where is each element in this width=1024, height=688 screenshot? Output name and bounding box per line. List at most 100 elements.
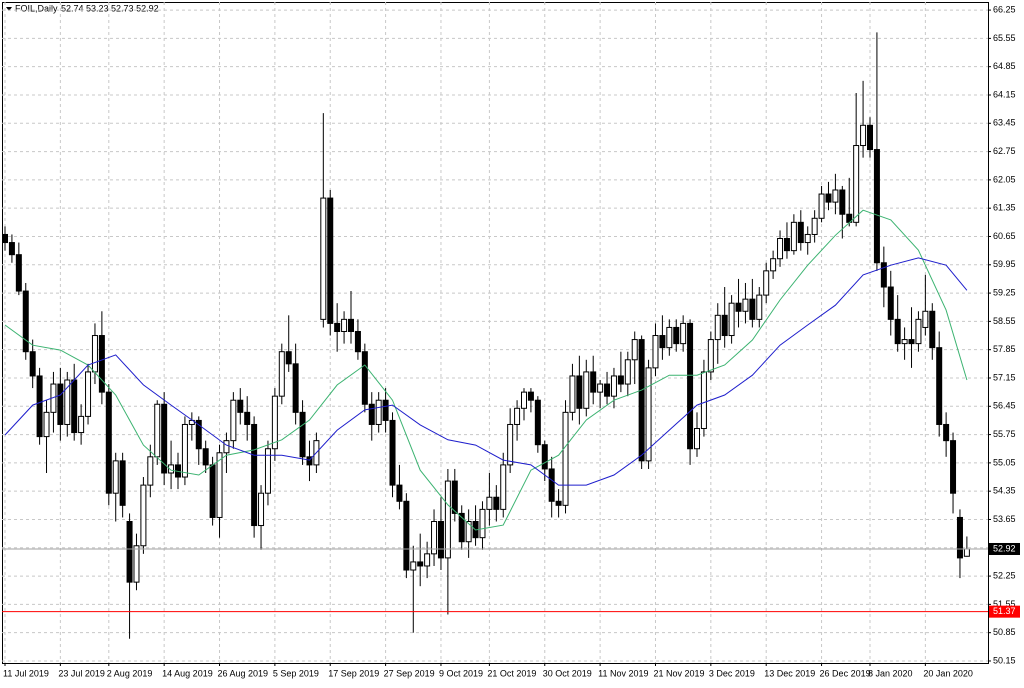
y-tick-label: 57.85 <box>993 344 1016 354</box>
candle-body <box>721 314 728 337</box>
candle-body <box>783 238 790 252</box>
candle-body <box>112 460 119 494</box>
candle-body <box>624 359 631 385</box>
current-price-tag <box>989 542 1020 555</box>
x-tick-label: 26 Dec 2019 <box>820 668 871 678</box>
alert-label: 51.37 <box>993 606 1016 616</box>
plot-frame <box>2 2 989 664</box>
y-tick-label: 59.95 <box>993 259 1016 269</box>
candle-body <box>638 339 645 462</box>
candle-body <box>569 375 576 413</box>
y-tick-label: 55.05 <box>993 457 1016 467</box>
x-tick-label: 3 Dec 2019 <box>709 668 755 678</box>
x-tick-label: 14 Aug 2019 <box>162 668 213 678</box>
current-price-label: 52.92 <box>993 543 1016 553</box>
x-tick-label: 21 Oct 2019 <box>487 668 536 678</box>
candle-body <box>264 448 271 494</box>
candle-body <box>334 322 341 332</box>
candle-body <box>666 326 673 349</box>
candle-body <box>154 403 161 458</box>
candle-body <box>700 371 707 430</box>
candle-body <box>631 339 638 361</box>
candle-body <box>22 290 29 353</box>
y-tick-label: 51.55 <box>993 599 1016 609</box>
candle-body <box>908 339 915 345</box>
candle-body <box>493 496 500 510</box>
x-tick-label: 9 Oct 2019 <box>439 668 483 678</box>
candle-body <box>500 464 507 510</box>
candle-body <box>368 403 375 425</box>
tag-layer: 66.25 65.55 64.85 64.15 63.45 62.75 62.05 61.35… <box>3 4 1020 678</box>
candle-body <box>604 383 611 397</box>
candle-body <box>195 419 202 450</box>
candle-body <box>71 379 78 434</box>
candle-body <box>887 286 894 320</box>
candle-body <box>950 440 957 494</box>
candle-body <box>645 367 652 462</box>
candle-body <box>202 448 209 466</box>
candle-body <box>85 371 92 417</box>
candle-body <box>777 238 784 260</box>
candle-body <box>29 351 36 377</box>
candle-body <box>244 411 251 425</box>
candle-body <box>963 548 970 557</box>
x-tick-label: 21 Nov 2019 <box>653 668 704 678</box>
candle-body <box>396 484 403 502</box>
candle-body <box>437 521 444 559</box>
candle-body <box>804 233 811 244</box>
candle-body <box>168 464 175 474</box>
x-tick-label: 11 Jul 2019 <box>3 668 49 678</box>
candle-body <box>915 318 922 345</box>
candle-body <box>562 411 569 506</box>
candle-body <box>749 298 756 320</box>
candle-body <box>867 124 873 151</box>
y-tick-label: 62.05 <box>993 174 1016 184</box>
x-tick-label: 8 Jan 2020 <box>868 668 913 678</box>
x-tick-label: 20 Jan 2020 <box>923 668 973 678</box>
candle-body <box>652 335 659 369</box>
candle-body <box>320 197 327 320</box>
moving-average <box>4 209 968 531</box>
candle-body <box>161 403 168 474</box>
candle-body <box>860 124 867 147</box>
candle-body <box>673 326 680 345</box>
candle-body <box>659 335 666 349</box>
candle-body <box>251 423 258 527</box>
candle-body <box>410 561 417 571</box>
candle-body <box>479 508 486 539</box>
candle-body <box>790 221 797 252</box>
candle-body <box>555 500 562 506</box>
candle-body <box>209 464 216 518</box>
candle-body <box>230 399 237 442</box>
candle-body <box>521 391 527 409</box>
candle-body <box>610 375 617 397</box>
y-tick-label: 53.65 <box>993 514 1016 524</box>
candle-body <box>936 347 943 425</box>
candle-body <box>901 339 908 345</box>
candle-body <box>507 423 514 466</box>
candle-body <box>770 258 777 272</box>
candle-body <box>514 407 521 425</box>
candle-body <box>956 516 963 559</box>
candle-body <box>2 233 8 244</box>
candle-body <box>327 197 334 324</box>
x-tick-label: 26 Aug 2019 <box>218 668 269 678</box>
candle-body <box>78 415 85 434</box>
candle-body <box>431 521 438 555</box>
candle-body <box>341 318 348 332</box>
candle-body <box>15 254 22 292</box>
candle-body <box>354 330 361 353</box>
y-tick-label: 65.55 <box>993 33 1016 43</box>
y-tick-label: 56.45 <box>993 401 1016 411</box>
candle-body <box>119 460 126 506</box>
x-tick-label: 11 Nov 2019 <box>598 668 648 678</box>
candle-body <box>133 545 140 583</box>
candle-body <box>258 492 265 527</box>
candle-body <box>825 193 832 203</box>
alert-tag <box>989 605 1020 618</box>
candle-body <box>299 411 306 458</box>
candle-body <box>43 411 50 438</box>
x-tick-label: 23 Jul 2019 <box>58 668 105 678</box>
y-tick-label: 59.25 <box>993 287 1016 297</box>
